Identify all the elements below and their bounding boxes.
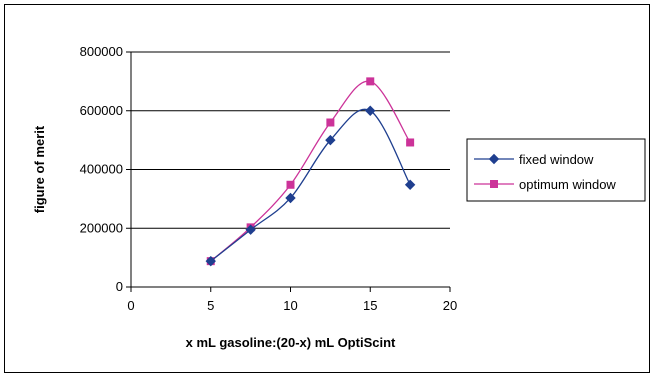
data-point	[404, 179, 416, 190]
legend-box	[466, 138, 646, 202]
legend-label: fixed window	[519, 152, 594, 167]
series-layer	[205, 77, 416, 267]
legend-item: fixed window	[474, 152, 594, 167]
x-tick-label: 15	[363, 298, 377, 313]
data-point	[245, 224, 256, 235]
data-point	[285, 192, 296, 204]
legend-label: optimum window	[519, 177, 616, 192]
x-tick-label: 0	[127, 298, 134, 313]
legend-item: optimum window	[474, 177, 616, 192]
data-point	[365, 105, 376, 116]
y-axis-title: figure of merit	[32, 125, 47, 213]
y-tick-label: 600000	[80, 103, 123, 118]
data-point	[325, 134, 336, 146]
series-fixed-window	[205, 105, 416, 267]
y-tick-label: 0	[116, 279, 123, 294]
y-tick-label: 400000	[80, 162, 123, 177]
x-tick-label: 5	[207, 298, 214, 313]
legend-swatch-marker	[490, 180, 498, 188]
data-point	[366, 77, 375, 86]
y-tick-labels: 0 200000 400000 600000 800000	[80, 44, 123, 294]
y-tick-label: 200000	[80, 220, 123, 235]
legend-swatch-marker	[488, 153, 500, 165]
series-line	[210, 108, 411, 262]
series-line	[210, 80, 411, 262]
series-optimum-window	[206, 77, 415, 266]
x-tick-label: 20	[443, 298, 457, 313]
data-point	[205, 255, 216, 267]
x-tick-label: 10	[283, 298, 297, 313]
legend: fixed window optimum window	[466, 138, 646, 202]
x-tick-labels: 0 5 10 15 20	[127, 298, 457, 313]
data-point	[286, 180, 295, 189]
data-point	[406, 138, 415, 147]
x-axis-title: x mL gasoline:(20-x) mL OptiScint	[186, 335, 396, 350]
gridlines	[126, 51, 451, 292]
y-tick-label: 800000	[80, 44, 123, 59]
data-point	[326, 118, 335, 127]
